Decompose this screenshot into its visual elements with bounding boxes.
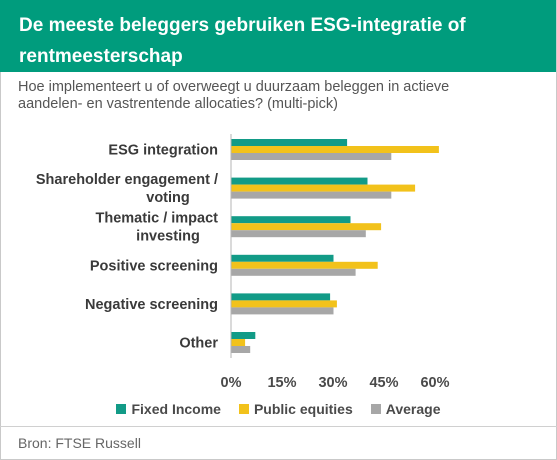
bar-fixed-income-5: [231, 332, 256, 339]
chart-legend: Fixed Income Public equities Average: [0, 401, 557, 417]
category-label-4-0: Negative screening: [85, 297, 218, 313]
legend-swatch: [370, 404, 381, 414]
category-label-1-1: voting: [146, 190, 190, 206]
bar-public-equities-1: [231, 184, 416, 192]
legend-label: Public equities: [253, 401, 353, 417]
category-label-3-0: Positive screening: [90, 258, 218, 274]
legend-label: Average: [385, 401, 441, 417]
bar-average-2: [231, 230, 366, 238]
bar-average-0: [231, 153, 392, 160]
legend-item-average: Average: [370, 401, 441, 417]
x-tick-label-0: 0%: [221, 375, 242, 391]
legend-swatch: [116, 404, 127, 414]
legend-item-public-equities: Public equities: [238, 401, 353, 417]
x-tick-label-2: 30%: [318, 375, 347, 391]
chart-subtitle: Hoe implementeert u of overweegt u duurz…: [18, 79, 450, 112]
source-note: Bron: FTSE Russell: [18, 435, 141, 451]
bar-average-4: [231, 307, 334, 315]
bar-average-3: [231, 268, 356, 276]
category-label-5-0: Other: [179, 336, 218, 352]
legend-swatch: [238, 404, 249, 414]
bar-average-5: [231, 346, 251, 353]
category-label-2-0: Thematic / impact: [96, 211, 219, 227]
bar-fixed-income-0: [231, 139, 348, 146]
legend-item-fixed-income: Fixed Income: [116, 401, 221, 417]
header-banner: De meeste beleggers gebruiken ESG-integr…: [0, 0, 556, 72]
source-divider: [0, 426, 557, 427]
category-label-1-0: Shareholder engagement /: [36, 172, 218, 188]
category-label-0-0: ESG integration: [108, 143, 218, 159]
bar-public-equities-5: [231, 339, 246, 346]
bar-public-equities-0: [231, 146, 439, 153]
bar-fixed-income-2: [231, 216, 351, 224]
x-tick-label-4: 60%: [420, 375, 449, 391]
chart-title: De meeste beleggers gebruiken ESG-integr…: [19, 15, 466, 67]
bar-fixed-income-1: [231, 177, 368, 185]
x-tick-label-1: 15%: [267, 375, 296, 391]
bar-public-equities-4: [231, 300, 337, 308]
bar-public-equities-3: [231, 261, 378, 269]
legend-label: Fixed Income: [131, 401, 221, 417]
bar-average-1: [231, 191, 392, 199]
bar-chart: ESG integration Shareholder engagement / v…: [36, 134, 450, 391]
bar-fixed-income-3: [231, 254, 334, 262]
x-tick-label-3: 45%: [369, 375, 398, 391]
bar-public-equities-2: [231, 223, 382, 231]
bar-fixed-income-4: [231, 293, 331, 301]
category-label-2-1: investing: [136, 229, 200, 245]
